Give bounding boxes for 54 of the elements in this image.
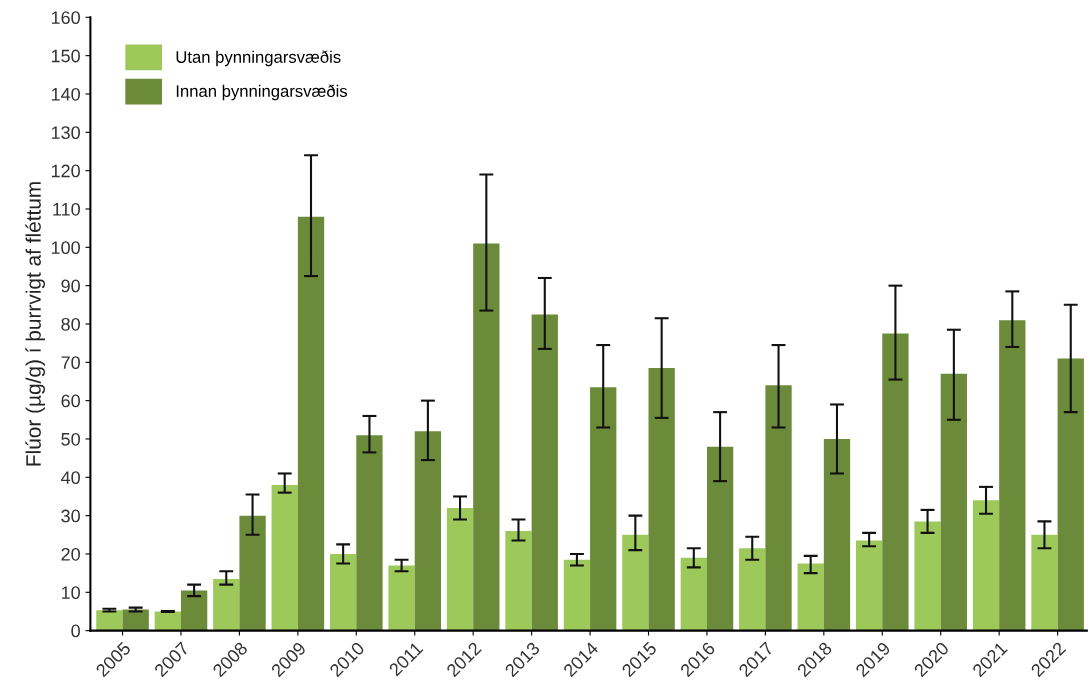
bar: [414, 431, 442, 631]
bar: [797, 563, 824, 631]
bar: [765, 385, 792, 631]
bar: [1031, 534, 1058, 631]
y-tick-label: 130: [51, 126, 80, 140]
bar: [972, 500, 1000, 631]
bar: [297, 216, 325, 631]
y-tick-label: 110: [53, 202, 80, 216]
y-tick-label: 120: [51, 164, 80, 178]
y-tick-label: 50: [61, 432, 80, 446]
bar: [1057, 358, 1084, 631]
bar: [154, 611, 181, 631]
bar: [739, 548, 766, 631]
y-tick-label: 0: [71, 624, 80, 638]
bar: [590, 387, 617, 631]
bar: [213, 578, 240, 631]
bar: [914, 521, 941, 631]
y-tick-label: 70: [61, 356, 80, 370]
y-tick-label: 160: [51, 11, 80, 25]
bar: [180, 590, 208, 631]
bar: [505, 530, 532, 631]
bar: [388, 565, 415, 631]
y-tick-label: 150: [51, 49, 80, 63]
bar: [882, 333, 909, 631]
bar: [999, 320, 1026, 631]
legend-label: Utan þynningarsvæðis: [176, 50, 341, 67]
bar: [823, 438, 851, 631]
y-tick-label: 60: [61, 394, 80, 408]
bar: [563, 559, 591, 631]
bar: [680, 557, 707, 631]
bar: [330, 553, 357, 631]
bar: [622, 534, 649, 631]
bar: [96, 610, 123, 631]
y-axis-title: Flúor (µg/g) í þurrvigt af fléttum: [25, 182, 45, 466]
y-tick-label: 140: [51, 87, 80, 101]
bar: [855, 540, 883, 631]
y-tick-label: 20: [61, 547, 80, 561]
y-tick-label: 90: [61, 279, 80, 293]
bar: [706, 446, 734, 631]
bar: [473, 243, 500, 631]
bar: [122, 609, 149, 631]
bar: [271, 484, 298, 631]
bar: [648, 368, 675, 631]
bar: [446, 507, 474, 631]
y-tick-label: 100: [51, 241, 80, 255]
bar: [531, 314, 558, 631]
bar: [940, 373, 968, 631]
y-tick-label: 30: [61, 509, 80, 523]
bar: [239, 515, 266, 631]
y-tick-label: 10: [61, 586, 80, 600]
bar: [356, 435, 383, 631]
y-tick-label: 80: [61, 317, 80, 331]
y-tick-label: 40: [61, 471, 80, 485]
legend-label: Innan þynningarsvæðis: [176, 84, 348, 101]
